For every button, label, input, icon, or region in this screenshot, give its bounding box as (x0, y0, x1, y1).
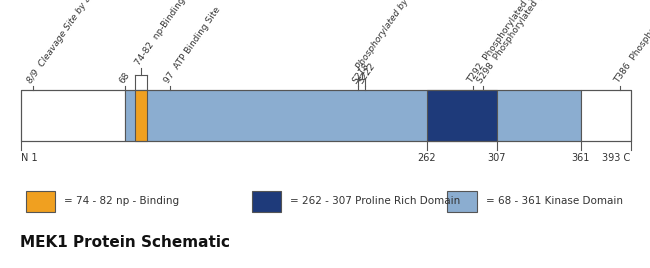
Text: 97  ATP Binding Site: 97 ATP Binding Site (163, 5, 222, 85)
Text: 8/9  Cleavage Site by anthrax lethal factor: 8/9 Cleavage Site by anthrax lethal fact… (25, 0, 142, 85)
Text: S222: S222 (358, 61, 378, 85)
Text: 307: 307 (488, 153, 506, 163)
Text: S218: S218 (351, 61, 372, 85)
Bar (21, 90, 125, 141)
Text: MEK1 Protein Schematic: MEK1 Protein Schematic (20, 235, 229, 250)
Text: S298  Phosphorylated by PAK1: S298 Phosphorylated by PAK1 (475, 0, 562, 85)
Bar (25, 191, 55, 211)
Text: 262: 262 (417, 153, 436, 163)
Bar (135, 90, 147, 141)
Text: T292  Phosphorylated by ERK2: T292 Phosphorylated by ERK2 (466, 0, 553, 85)
Bar (125, 90, 580, 141)
Bar (21, 90, 630, 141)
Text: 393 C: 393 C (603, 153, 630, 163)
Text: 361: 361 (571, 153, 590, 163)
Text: = 74 - 82 np - Binding: = 74 - 82 np - Binding (64, 196, 179, 206)
Text: 74-82  np-Binding: 74-82 np-Binding (133, 0, 187, 67)
Bar (447, 191, 476, 211)
Text: 68: 68 (118, 70, 132, 85)
Text: Phosphorylated by Raf: Phosphorylated by Raf (354, 0, 420, 72)
Bar (580, 90, 630, 141)
Text: T386  Phosphorylated by ERK2: T386 Phosphorylated by ERK2 (612, 0, 650, 85)
Text: N 1: N 1 (21, 153, 38, 163)
Bar (252, 191, 281, 211)
Text: = 262 - 307 Proline Rich Domain: = 262 - 307 Proline Rich Domain (290, 196, 460, 206)
Bar (427, 90, 497, 141)
Text: = 68 - 361 Kinase Domain: = 68 - 361 Kinase Domain (486, 196, 623, 206)
